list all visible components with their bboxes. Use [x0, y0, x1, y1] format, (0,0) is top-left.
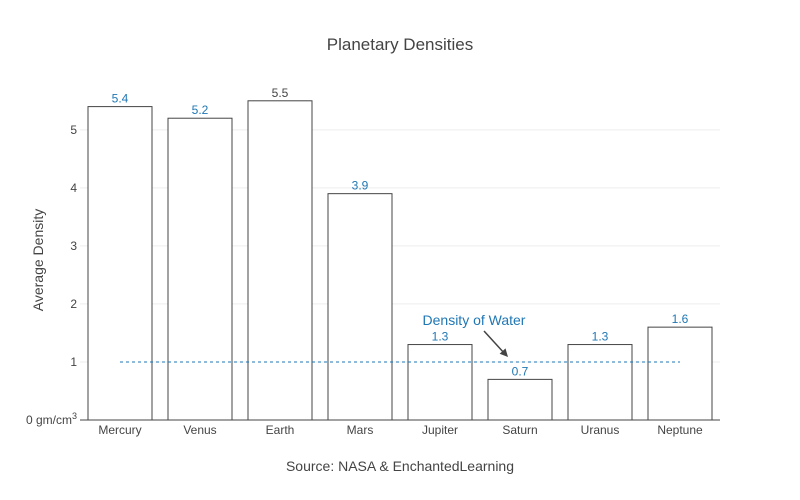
y-tick-label: 5	[70, 123, 77, 137]
x-tick-label: Mercury	[98, 423, 141, 437]
bars: 5.4 5.2 5.5 3.9 1.3 0.7 1.3 1.6	[87, 86, 713, 421]
bar-value-label: 5.4	[112, 92, 129, 106]
x-tick-label: Uranus	[581, 423, 620, 437]
x-tick-label: Saturn	[502, 423, 537, 437]
y-axis-title: Average Density	[30, 209, 46, 311]
bar-value-label: 0.7	[512, 364, 529, 378]
bar-mars	[327, 193, 393, 421]
x-tick-label: Mars	[347, 423, 374, 437]
bar-mercury	[87, 106, 153, 421]
y-tick-label: 4	[70, 181, 77, 195]
reference-line-group: Density of Water	[120, 312, 680, 363]
x-axis-title: Source: NASA & EnchantedLearning	[286, 458, 514, 474]
x-tick-label: Neptune	[657, 423, 703, 437]
x-tick-label: Jupiter	[422, 423, 458, 437]
bar-value-label: 1.3	[432, 330, 449, 344]
bar-value-label: 3.9	[352, 179, 369, 193]
bar-neptune	[647, 326, 713, 421]
y-tick-unit-superscript: 3	[72, 411, 77, 421]
annotation-density-of-water: Density of Water	[423, 312, 526, 328]
x-tick-label: Venus	[183, 423, 216, 437]
annotation-arrow-head	[499, 348, 508, 357]
annotation-arrow-shaft	[483, 330, 506, 355]
bar-earth	[247, 100, 313, 421]
y-axis-ticks: 0 gm/cm3 1 2 3 4 5	[26, 123, 77, 427]
bar-uranus	[567, 344, 633, 421]
bar-value-label: 1.3	[592, 330, 609, 344]
y-tick-label: 3	[70, 239, 77, 253]
y-tick-label: 1	[70, 355, 77, 369]
bar-jupiter	[407, 344, 473, 421]
bar-saturn	[487, 378, 553, 421]
chart-title: Planetary Densities	[327, 35, 473, 54]
y-tick-label: 0 gm/cm3	[26, 411, 77, 427]
x-axis-ticks: Mercury Venus Earth Mars Jupiter Saturn Uranus…	[80, 419, 720, 437]
x-tick-label: Earth	[266, 423, 295, 437]
bar-value-label: 5.5	[272, 86, 289, 100]
bar-venus	[167, 117, 233, 421]
y-tick-label: 2	[70, 297, 77, 311]
bar-value-label: 5.2	[192, 103, 209, 117]
bar-value-label: 1.6	[672, 312, 689, 326]
